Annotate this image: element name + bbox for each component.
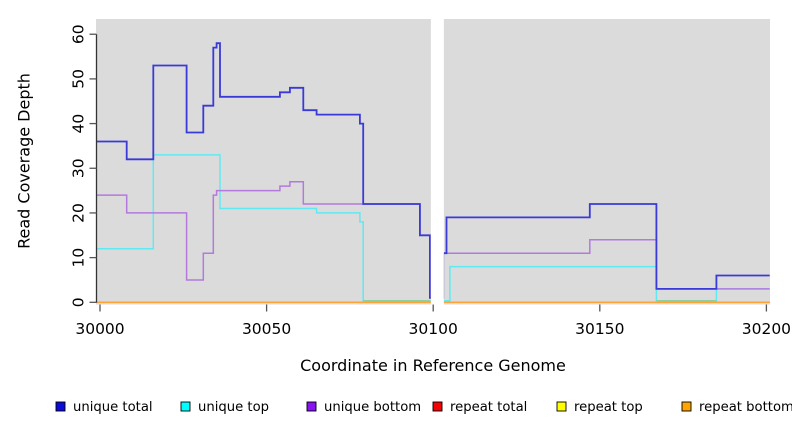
y-tick-label: 0 [69, 297, 87, 307]
y-tick-label: 40 [69, 114, 87, 134]
series-line-unique-bottom [96, 180, 770, 299]
x-tick-label: 30100 [409, 320, 458, 338]
y-tick-label: 60 [69, 24, 87, 44]
y-tick-label: 10 [69, 248, 87, 268]
y-axis-title: Read Coverage Depth [15, 73, 34, 249]
legend-label-unique-total: unique total [73, 400, 153, 415]
legend-label-repeat-bottom: repeat bottom [699, 400, 792, 415]
y-tick-label: 30 [69, 158, 87, 178]
legend-swatch-unique-top [180, 401, 191, 412]
no-data-gap-band [430, 19, 444, 306]
legend-label-unique-bottom: unique bottom [324, 400, 421, 415]
legend-swatch-repeat-total [432, 401, 443, 412]
x-tick-label: 30050 [242, 320, 291, 338]
x-tick-label: 30000 [75, 320, 124, 338]
y-tick-label: 50 [69, 69, 87, 89]
x-tick-label: 30200 [742, 320, 791, 338]
legend-swatch-unique-bottom [306, 401, 317, 412]
legend-label-repeat-top: repeat top [574, 400, 643, 415]
y-tick-label: 20 [69, 203, 87, 223]
series-line-unique-total [96, 42, 770, 299]
legend-swatch-unique-total [55, 401, 66, 412]
x-tick-label: 30150 [575, 320, 624, 338]
x-axis-title: Coordinate in Reference Genome [300, 356, 566, 375]
legend-swatch-repeat-bottom [681, 401, 692, 412]
legend-label-repeat-total: repeat total [450, 400, 527, 415]
legend-swatch-repeat-top [556, 401, 567, 412]
legend-label-unique-top: unique top [198, 400, 269, 415]
